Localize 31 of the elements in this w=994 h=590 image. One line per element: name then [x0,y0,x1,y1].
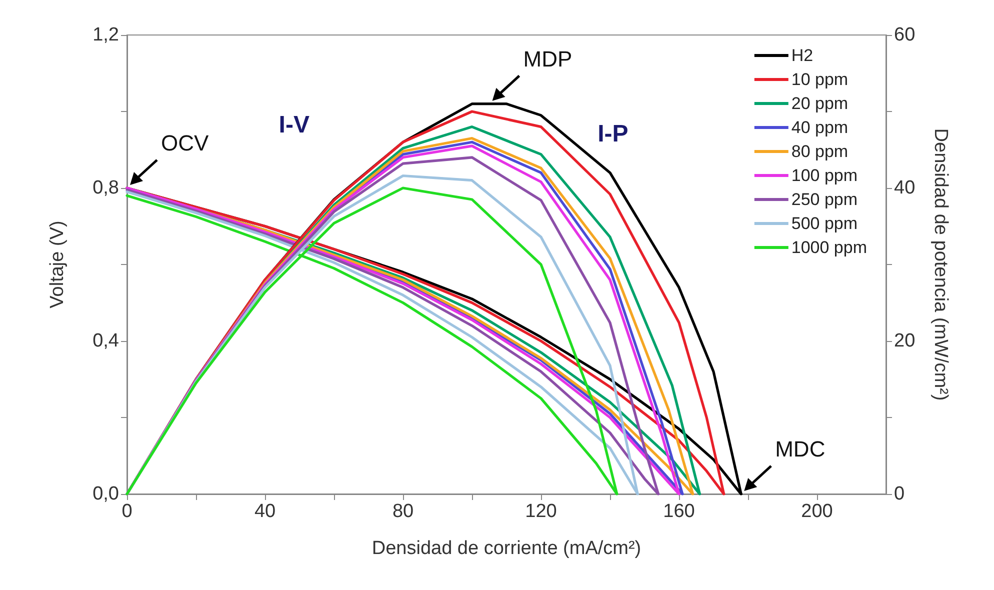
y-tick-label: 0,0 [92,484,119,504]
annotation: I-V [278,112,310,139]
annotation: I-P [598,120,628,148]
x-tick-label: 120 [525,501,557,522]
y2-tick-label: 0 [894,484,905,504]
x-tick-label: 0 [122,501,132,522]
x-tick-label: 80 [392,501,414,522]
x-tick-label: 160 [663,501,695,522]
y-tick-label: 0,8 [92,178,119,198]
annotation: MDP [523,46,572,72]
legend-label: 500 ppm [791,214,858,233]
annotation: MDC [775,436,826,462]
x-tick-label: 200 [801,501,833,522]
legend-label: 40 ppm [791,118,848,137]
legend-label: 100 ppm [791,166,858,185]
y2-axis-title: Densidad de potencia (mW/cm²) [930,128,951,401]
legend-label: 20 ppm [791,94,848,113]
legend-label: 80 ppm [791,142,848,161]
legend-label: 10 ppm [791,70,848,89]
legend-label: H2 [791,46,814,65]
y-tick-label: 1,2 [92,24,119,46]
y2-tick-label: 40 [894,178,916,198]
y-tick-label: 0,4 [92,330,120,352]
legend-label: 250 ppm [791,190,858,209]
y-axis-title: Voltaje (V) [47,220,68,308]
x-axis-title: Densidad de corriente (mA/cm²) [372,538,642,559]
y2-tick-label: 60 [894,24,916,46]
x-tick-label: 40 [254,501,276,522]
y2-tick-label: 20 [894,330,916,352]
annotation: OCV [161,130,209,156]
legend-label: 1000 ppm [791,238,868,257]
